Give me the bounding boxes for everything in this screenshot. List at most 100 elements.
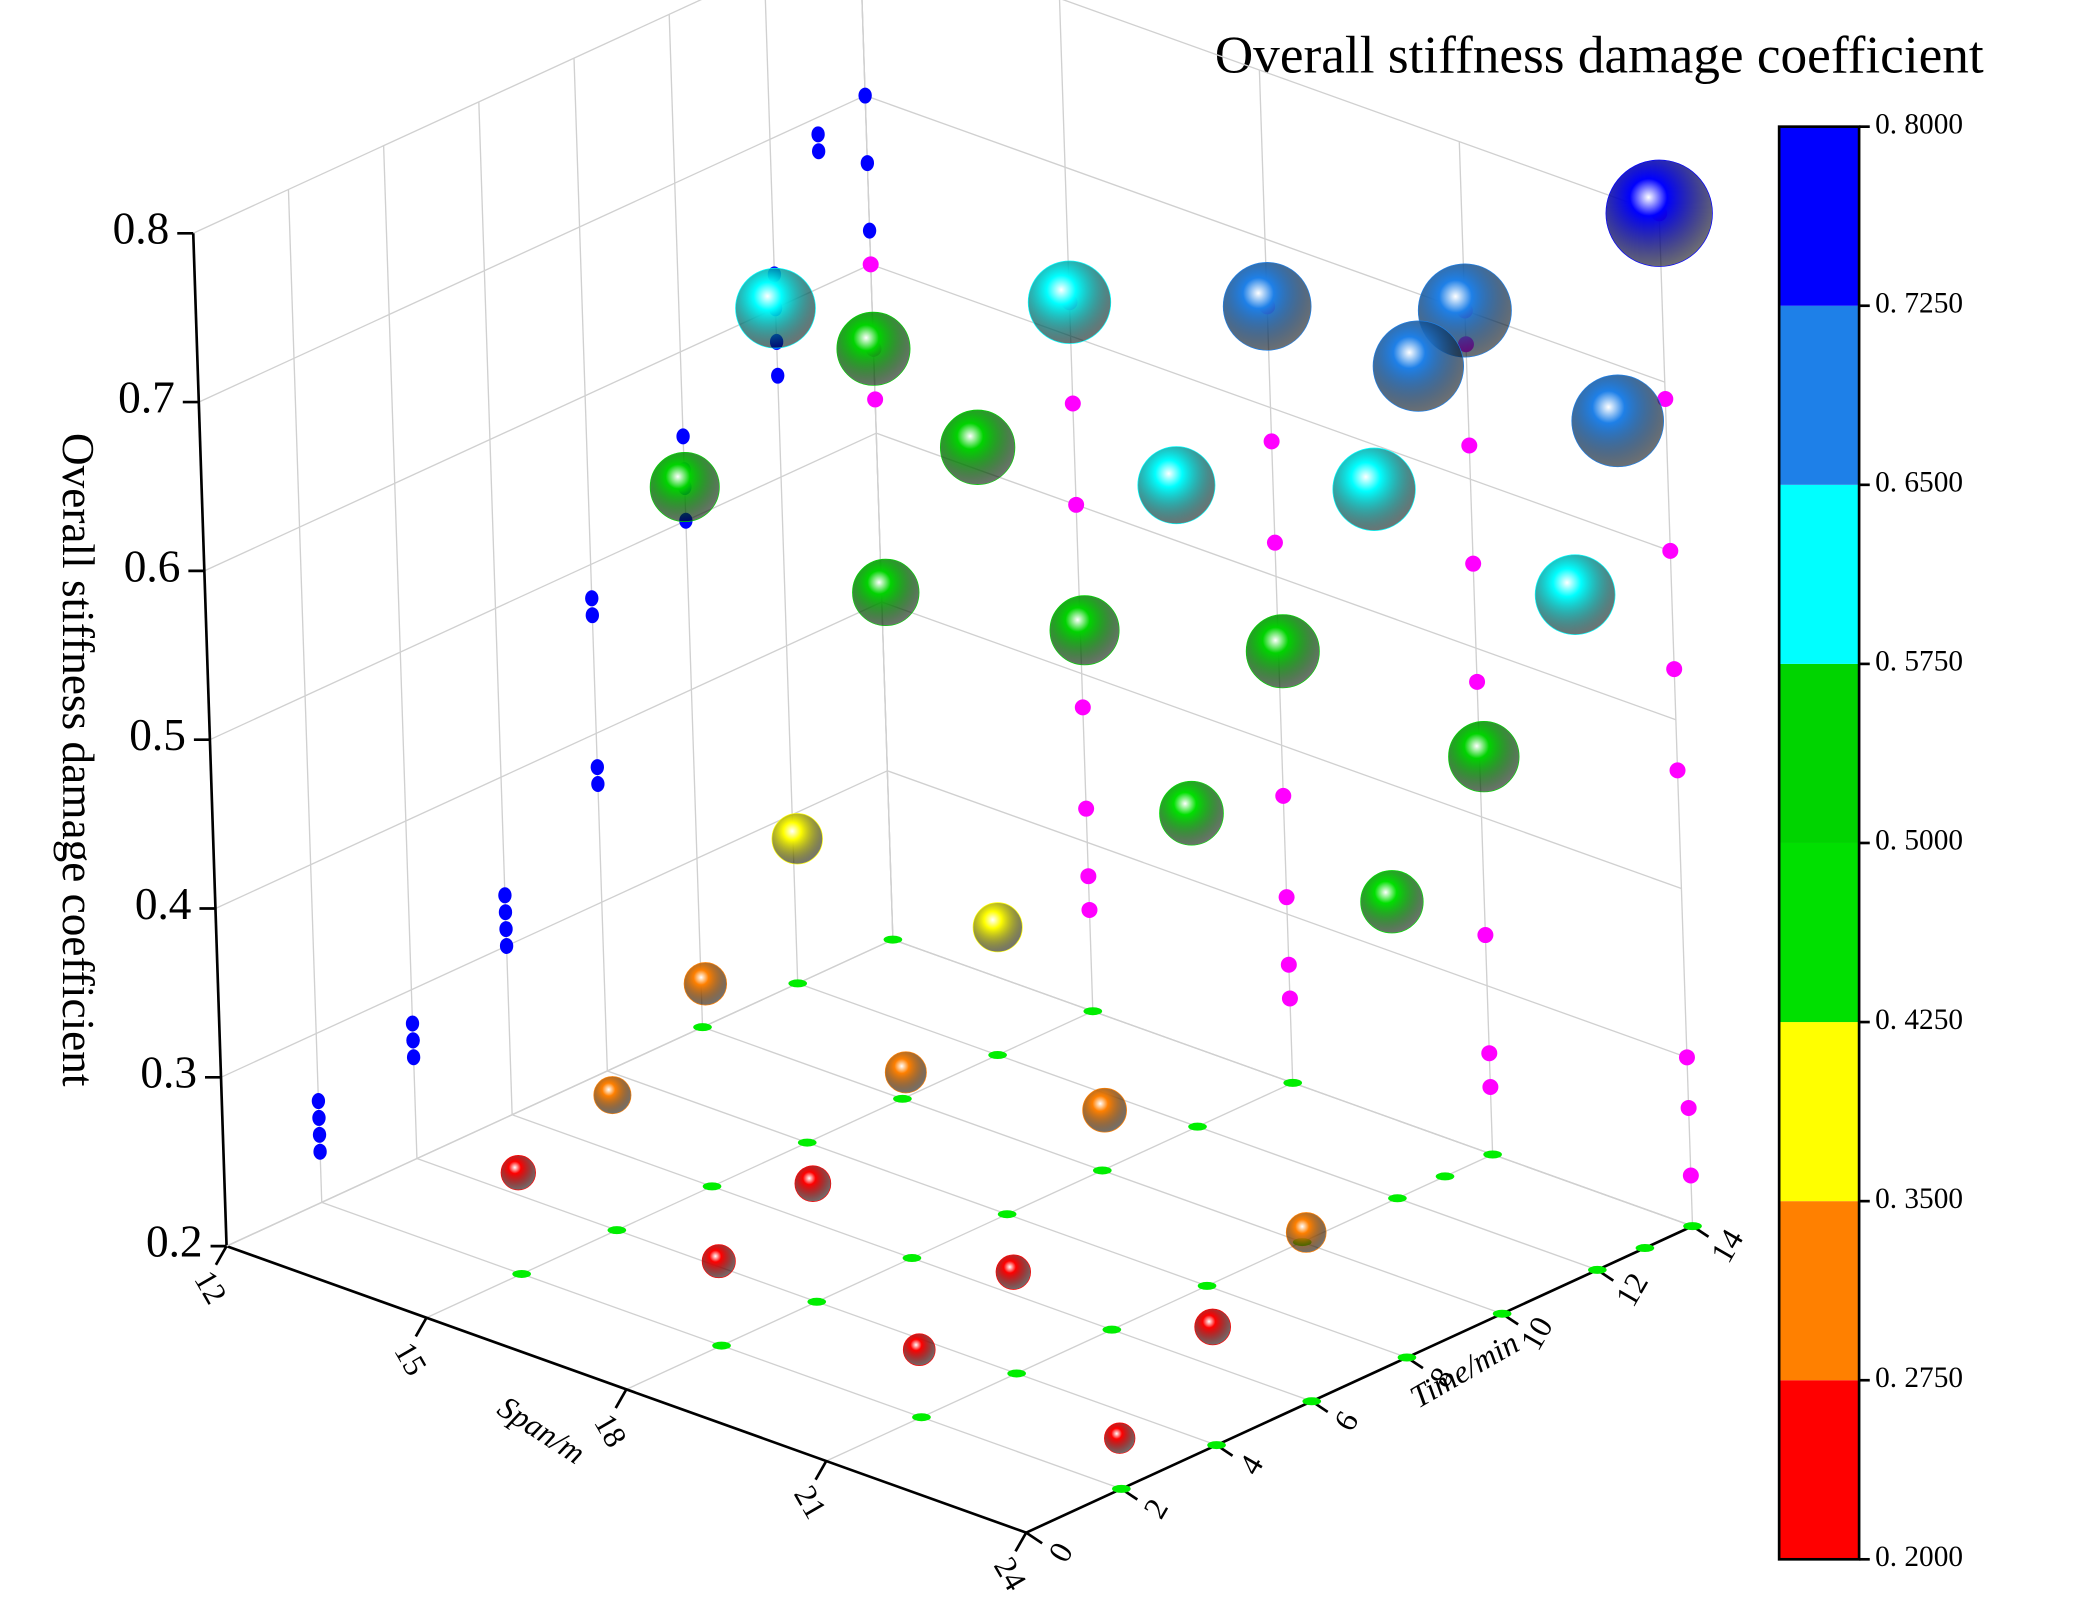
floor-projection xyxy=(1492,1309,1512,1318)
floor-grid-line xyxy=(426,1010,1094,1319)
left-wall-projection xyxy=(405,1015,420,1032)
colorbar-band xyxy=(1779,126,1860,306)
back-wall-projection xyxy=(1680,1099,1697,1116)
left-grid-line xyxy=(215,601,883,910)
back-wall-projection xyxy=(1477,927,1494,944)
colorbar-band xyxy=(1779,842,1860,1023)
left-grid-line xyxy=(220,770,888,1078)
floor-projection xyxy=(1302,1397,1322,1406)
left-grid-line xyxy=(209,432,877,741)
colorbar-label: 0. 7250 xyxy=(1875,287,1963,319)
z-tick-label: 0.7 xyxy=(118,372,175,422)
left-wall-projection xyxy=(591,775,605,792)
y-tick-label: 12 xyxy=(1609,1267,1655,1312)
floor-projection xyxy=(1397,1353,1417,1362)
y-tick-label: 6 xyxy=(1327,1405,1365,1436)
data-ball xyxy=(1571,374,1665,468)
left-wall-projection xyxy=(585,590,599,607)
left-wall-projection xyxy=(676,428,690,445)
data-ball xyxy=(939,409,1016,485)
back-wall-projection xyxy=(1281,990,1298,1007)
back-wall-projection xyxy=(1682,1167,1699,1184)
data-ball xyxy=(794,1165,832,1202)
data-ball xyxy=(1194,1308,1231,1346)
back-grid-line xyxy=(876,432,1677,721)
axis-edge xyxy=(226,938,894,1247)
back-wall-projection xyxy=(862,256,879,273)
y-tick xyxy=(1025,1531,1043,1545)
data-ball xyxy=(1372,320,1465,412)
floor-projection xyxy=(997,1210,1017,1219)
back-wall-projection xyxy=(1280,956,1297,973)
left-wall-projection xyxy=(313,1143,327,1160)
floor-projection xyxy=(607,1226,627,1235)
colorbar-band xyxy=(1779,484,1860,664)
left-wall-projection xyxy=(312,1126,327,1143)
back-wall-projection xyxy=(1469,673,1486,690)
back-wall-projection xyxy=(867,391,884,408)
floor-projection xyxy=(988,1051,1007,1060)
floor-projection xyxy=(902,1254,922,1263)
floor-projection xyxy=(1388,1194,1407,1203)
data-ball xyxy=(1027,260,1112,344)
x-tick xyxy=(414,1317,428,1338)
colorbar-band xyxy=(1779,1201,1860,1381)
data-ball xyxy=(1082,1087,1127,1133)
floor-projection xyxy=(693,1023,712,1032)
floor-projection xyxy=(912,1413,931,1422)
back-wall-projection xyxy=(1074,699,1091,716)
y-tick-label: 2 xyxy=(1137,1493,1175,1524)
floor-projection xyxy=(1283,1078,1303,1087)
left-grid-line xyxy=(198,94,866,403)
colorbar-band xyxy=(1779,1380,1860,1560)
data-ball xyxy=(1159,780,1224,846)
data-ball xyxy=(1332,447,1416,531)
back-wall-projection xyxy=(1078,800,1095,817)
back-wall-projection xyxy=(1064,395,1081,412)
x-tick xyxy=(814,1460,828,1481)
colorbar-label: 0. 8000 xyxy=(1875,108,1963,140)
left-grid-line xyxy=(192,0,702,234)
left-wall-projection xyxy=(311,1093,326,1110)
x-tick-label: 24 xyxy=(987,1551,1033,1596)
axis-edge xyxy=(226,1244,1027,1534)
floor-projection xyxy=(702,1182,722,1191)
floor-projection xyxy=(893,1094,912,1103)
x-tick-label: 21 xyxy=(787,1479,833,1524)
floor-projection xyxy=(1083,1007,1103,1016)
data-ball xyxy=(1104,1422,1136,1454)
data-ball xyxy=(500,1155,536,1191)
data-ball xyxy=(995,1254,1031,1290)
data-ball xyxy=(852,558,920,627)
floor-projection xyxy=(797,1138,817,1147)
chart-title: Overall stiffness damage coefficient xyxy=(1215,25,1984,84)
x-tick xyxy=(214,1245,228,1266)
floor-projection xyxy=(1635,1244,1655,1253)
back-grid-line xyxy=(887,770,1688,1058)
back-wall-projection xyxy=(1266,534,1283,551)
floor-projection xyxy=(1587,1265,1607,1274)
colorbar-band xyxy=(1779,305,1860,485)
back-wall-projection xyxy=(1657,390,1674,407)
data-ball xyxy=(593,1076,632,1115)
left-wall-projection xyxy=(771,367,785,384)
floor-projection xyxy=(712,1341,731,1350)
left-wall-projection xyxy=(312,1109,326,1126)
y-tick-label: 0 xyxy=(1042,1537,1080,1568)
data-ball xyxy=(683,962,728,1006)
back-wall-projection xyxy=(1081,901,1098,918)
floor-projection xyxy=(1197,1281,1217,1290)
back-wall-projection xyxy=(1481,1045,1498,1062)
z-tick-label: 0.4 xyxy=(135,879,192,929)
back-wall-projection xyxy=(1666,661,1683,678)
data-ball xyxy=(1285,1212,1327,1253)
colorbar-label: 0. 4250 xyxy=(1875,1004,1963,1036)
colorbar-band xyxy=(1779,663,1860,843)
left-wall-projection xyxy=(499,937,514,954)
colorbar-label: 0. 5000 xyxy=(1875,825,1963,857)
z-tick-label: 0.5 xyxy=(129,710,186,760)
back-wall-projection xyxy=(1263,433,1280,450)
data-ball xyxy=(735,267,816,349)
x-tick-label: 15 xyxy=(387,1336,433,1381)
back-grid-line xyxy=(1062,0,1660,214)
